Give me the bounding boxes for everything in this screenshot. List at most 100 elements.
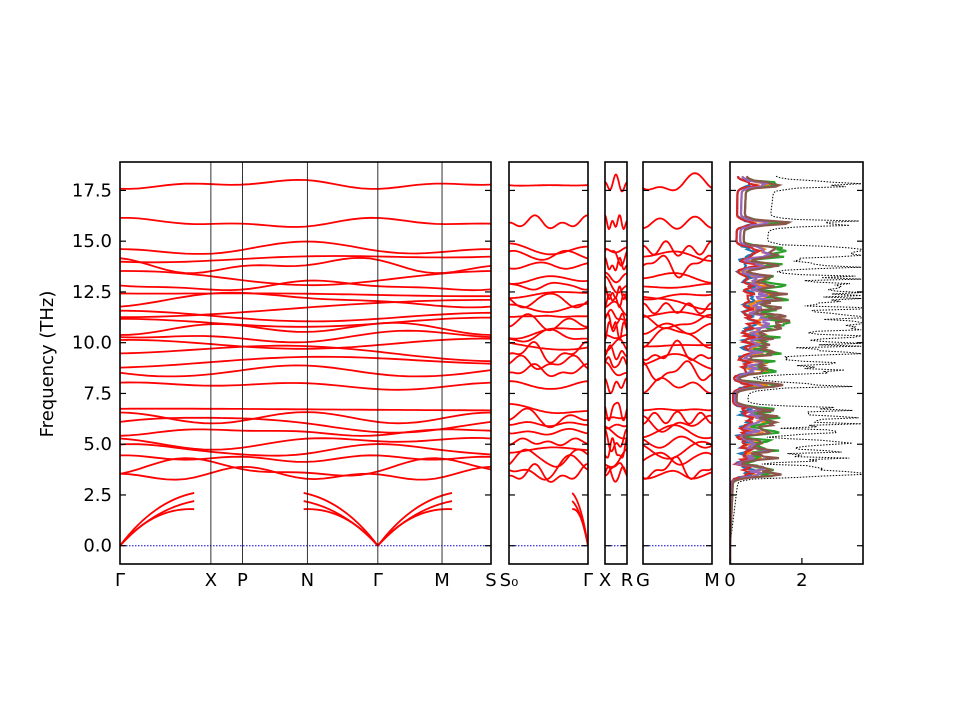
k-point-label: R bbox=[621, 570, 634, 591]
phonon-band bbox=[120, 216, 491, 228]
phonon-band bbox=[605, 275, 627, 294]
phonon-band bbox=[643, 435, 712, 449]
acoustic-branch bbox=[120, 492, 195, 547]
partial-dos-curve bbox=[730, 175, 793, 564]
phonon-band bbox=[605, 248, 627, 267]
phonon-band bbox=[643, 360, 712, 382]
phonon-band bbox=[120, 355, 491, 369]
phonon-band bbox=[605, 344, 627, 361]
phonon-band bbox=[643, 414, 712, 433]
phonon-band bbox=[509, 291, 588, 299]
k-point-label: G bbox=[636, 570, 650, 591]
phonon-band bbox=[605, 416, 627, 420]
phonon-band bbox=[509, 421, 588, 428]
phonon-band bbox=[509, 242, 588, 256]
phonon-band bbox=[120, 454, 491, 463]
k-point-label: N bbox=[301, 570, 314, 591]
phonon-band bbox=[509, 341, 588, 351]
phonon-band bbox=[643, 295, 712, 311]
y-tick-label: 17.5 bbox=[72, 180, 112, 201]
k-point-label: X bbox=[599, 570, 611, 591]
phonon-band bbox=[120, 436, 491, 451]
phonon-band bbox=[509, 292, 588, 309]
phonon-band bbox=[120, 255, 491, 264]
total-dos-curve bbox=[730, 175, 862, 564]
phonon-band bbox=[643, 313, 712, 329]
phonon-band bbox=[120, 465, 491, 481]
dos-panel-frame bbox=[729, 161, 864, 565]
phonon-band bbox=[509, 281, 588, 291]
phonon-band bbox=[643, 410, 712, 425]
dos-x-tick-label: 2 bbox=[796, 570, 807, 591]
y-tick-label: 0.0 bbox=[83, 536, 112, 557]
k-point-label: P bbox=[237, 570, 248, 591]
acoustic-branch bbox=[377, 508, 453, 547]
phonon-band bbox=[120, 240, 491, 255]
phonon-band bbox=[120, 428, 491, 437]
k-point-label: Γ bbox=[373, 570, 383, 591]
phonon-band bbox=[120, 292, 491, 298]
phonon-band bbox=[120, 291, 491, 309]
phonon-band bbox=[643, 344, 712, 348]
phonon-band bbox=[643, 311, 712, 319]
phonon-band bbox=[643, 339, 712, 362]
phonon-band bbox=[120, 407, 491, 412]
acoustic-branch bbox=[303, 508, 379, 547]
phonon-band bbox=[120, 329, 491, 344]
phonon-band bbox=[605, 320, 627, 341]
phonon-band bbox=[509, 354, 588, 371]
phonon-band bbox=[509, 261, 588, 270]
band-panel-1: 0.0 2.5 5.0 7.5 10.0 12.5 15.0 17.5 Γ X P N Γ M S bbox=[72, 161, 497, 591]
phonon-band bbox=[605, 256, 627, 272]
phonon-band bbox=[605, 377, 627, 394]
acoustic-branch bbox=[587, 541, 588, 546]
k-point-label: M bbox=[704, 570, 720, 591]
k-point-label: X bbox=[205, 570, 217, 591]
acoustic-branch bbox=[377, 492, 453, 547]
k-point-label: M bbox=[434, 570, 450, 591]
phonon-band bbox=[509, 428, 588, 436]
phonon-band bbox=[120, 279, 491, 292]
phonon-band bbox=[643, 250, 712, 262]
k-point-label: Γ bbox=[115, 570, 125, 591]
phonon-band bbox=[120, 381, 491, 391]
phonon-band bbox=[605, 401, 627, 422]
phonon-band bbox=[605, 462, 627, 477]
acoustic-branch bbox=[587, 541, 588, 546]
phonon-band bbox=[120, 299, 491, 319]
phonon-band bbox=[120, 270, 491, 287]
phonon-band bbox=[509, 249, 588, 261]
phonon-band bbox=[605, 437, 627, 459]
acoustic-branch bbox=[587, 540, 588, 546]
phonon-band bbox=[643, 424, 712, 440]
y-tick-label: 12.5 bbox=[72, 282, 112, 303]
y-axis-title: Frequency (THz) bbox=[37, 291, 58, 438]
phonon-band bbox=[643, 353, 712, 370]
phonon-band bbox=[120, 322, 491, 336]
phonon-band bbox=[643, 272, 712, 284]
acoustic-branch bbox=[377, 500, 453, 547]
acoustic-branch bbox=[120, 508, 195, 547]
phonon-band bbox=[120, 256, 491, 275]
band-panel-frame bbox=[604, 161, 628, 565]
phonon-band bbox=[509, 340, 588, 364]
phonon-band bbox=[509, 403, 588, 414]
phonon-band bbox=[643, 376, 712, 395]
y-tick-label: 10.0 bbox=[72, 333, 112, 354]
acoustic-branch bbox=[303, 500, 379, 547]
acoustic-branch bbox=[120, 500, 195, 547]
phonon-band bbox=[605, 356, 627, 369]
phonon-band bbox=[643, 451, 712, 466]
phonon-band bbox=[120, 411, 491, 425]
phonon-band bbox=[509, 328, 588, 343]
phonon-band bbox=[605, 300, 627, 317]
phonon-band bbox=[509, 303, 588, 314]
phonon-band bbox=[509, 454, 588, 481]
phonon-band bbox=[509, 448, 588, 468]
phonon-band bbox=[120, 178, 491, 190]
phonon-band bbox=[120, 443, 491, 457]
phonon-band bbox=[120, 337, 491, 350]
